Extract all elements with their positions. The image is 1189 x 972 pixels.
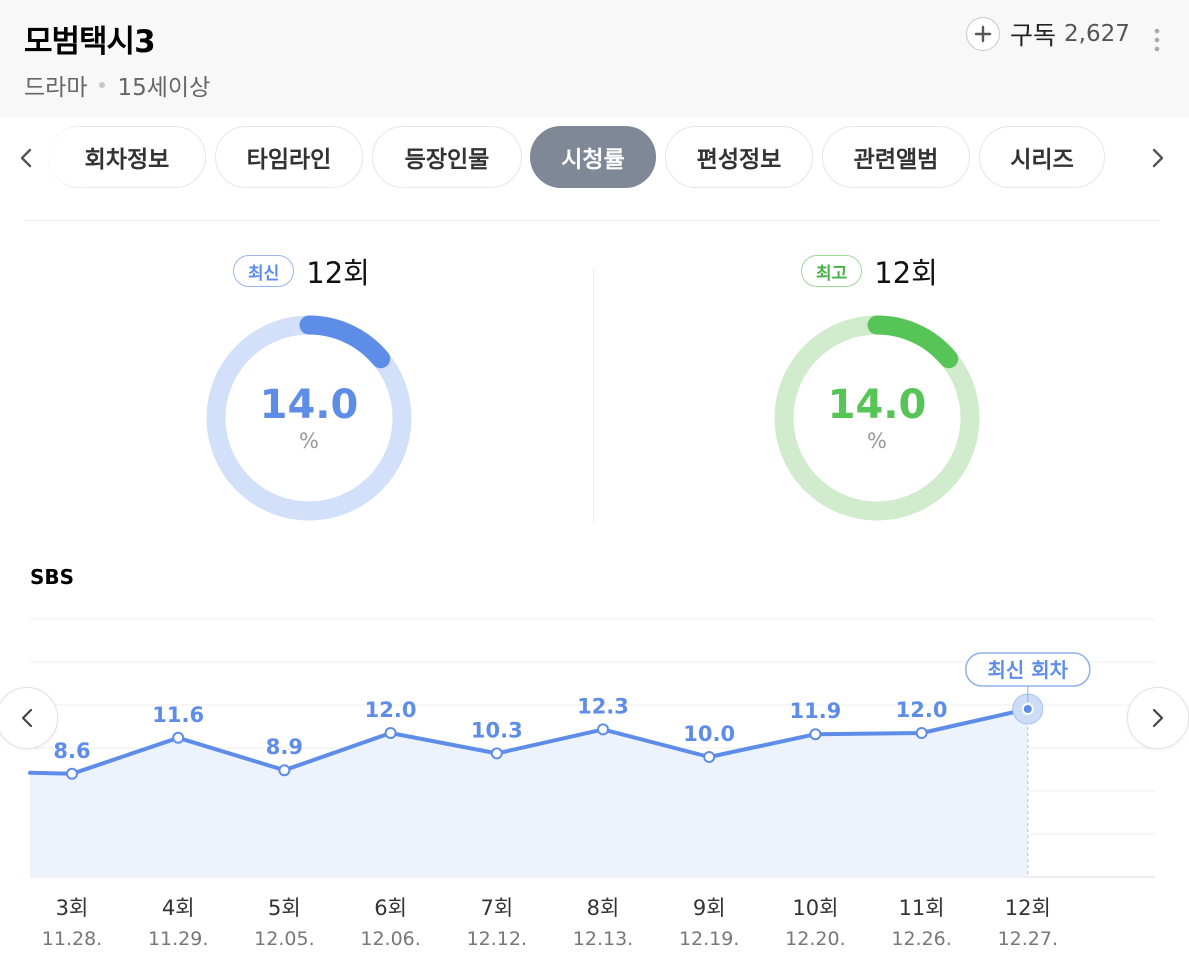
chart-next-button[interactable] (1127, 687, 1189, 749)
best-rating-ring: 14.0 % (773, 314, 981, 526)
data-label: 12.3 (577, 694, 629, 718)
plus-icon (974, 25, 992, 43)
chart-area (30, 709, 1028, 877)
latest-ring-svg (206, 315, 412, 521)
latest-rating-value: 14.0 (259, 382, 359, 428)
latest-rating-ring: 14.0 % (205, 314, 413, 526)
data-label: 8.9 (266, 735, 303, 759)
x-tick-date: 11.28. (42, 928, 102, 950)
x-tick-date: 12.19. (679, 928, 739, 950)
chart-prev-button[interactable] (0, 687, 58, 749)
data-point (1021, 703, 1034, 715)
x-tick-episode: 8회 (587, 896, 620, 920)
data-point (172, 731, 185, 744)
data-label: 12.0 (896, 698, 948, 722)
x-tick-date: 12.26. (891, 928, 951, 950)
subscriber-count: 2,627 (1064, 21, 1130, 47)
x-tick-date: 12.06. (360, 928, 420, 950)
latest-ring-center: 14.0 % (205, 314, 413, 522)
age-rating-label: 15세이상 (117, 75, 211, 101)
tab-characters[interactable]: 등장인물 (372, 126, 522, 188)
x-tick-episode: 4회 (162, 896, 195, 920)
x-tick-episode: 10회 (792, 896, 838, 920)
tab-ratings[interactable]: 시청률 (530, 126, 656, 188)
tab-schedule[interactable]: 편성정보 (665, 126, 813, 188)
best-rating-value: 14.0 (827, 382, 927, 428)
best-rating-unit: % (867, 429, 887, 453)
latest-rating-unit: % (299, 429, 319, 453)
data-point (278, 764, 291, 777)
x-tick-date: 12.12. (467, 928, 527, 950)
tab-bar: 회차정보 타임라인 등장인물 시청률 편성정보 관련앨범 시리즈 (0, 126, 1189, 190)
x-tick-episode: 3회 (56, 896, 89, 920)
x-tick-date: 11.29. (148, 928, 208, 950)
tabs-prev-button[interactable] (6, 138, 46, 178)
chevron-left-icon (20, 148, 32, 168)
data-point (703, 751, 716, 763)
data-label: 8.6 (53, 739, 90, 763)
data-point (597, 723, 609, 736)
chevron-right-icon (1152, 708, 1164, 728)
best-ring-progress (774, 315, 980, 521)
program-title: 모범택시3 (24, 24, 156, 60)
ratings-line-chart: 8.6 3회 11.28. 11.6 4회 11.29. 8.9 5회 12.05. 12.0 6회… (28, 618, 1155, 950)
subscribe-button[interactable] (966, 17, 1000, 51)
data-point (66, 767, 78, 780)
section-divider (24, 220, 1160, 221)
data-label: 10.3 (471, 718, 523, 742)
data-point (915, 727, 928, 739)
data-point (384, 727, 397, 739)
network-label: SBS (30, 565, 75, 589)
tab-series[interactable]: 시리즈 (979, 126, 1105, 188)
x-tick-episode: 5회 (268, 896, 301, 920)
data-label: 12.0 (365, 698, 417, 722)
x-tick-episode: 11회 (899, 896, 945, 920)
chevron-left-icon (21, 708, 33, 728)
x-tick-date: 12.05. (254, 928, 314, 950)
data-point (809, 728, 822, 741)
x-tick-date: 12.13. (573, 928, 633, 950)
latest-ring-progress (206, 315, 412, 521)
data-point (490, 747, 503, 760)
tab-related-albums[interactable]: 관련앨범 (822, 126, 970, 188)
x-tick-episode: 6회 (374, 896, 407, 920)
vertical-divider (593, 268, 594, 522)
subscribe-label[interactable]: 구독 (1010, 21, 1057, 50)
x-tick-episode: 7회 (480, 896, 513, 920)
chevron-right-icon (1152, 148, 1164, 168)
best-badge: 최고 (801, 255, 863, 287)
data-label: 11.6 (152, 703, 204, 727)
program-meta: 드라마 15세이상 (24, 68, 210, 102)
latest-badge: 최신 (233, 255, 295, 287)
annotation-bubble (965, 652, 1091, 687)
x-tick-date: 12.20. (785, 928, 845, 950)
subscribe-control: 구독 2,627 (966, 16, 1130, 52)
best-ring-center: 14.0 % (773, 314, 981, 522)
x-tick-episode: 9회 (693, 896, 726, 920)
best-episode: 12회 (874, 256, 938, 290)
best-rating-head: 최고 12회 (801, 250, 938, 292)
best-ring-svg (774, 315, 980, 521)
genre-label: 드라마 (24, 75, 88, 101)
tab-timeline[interactable]: 타임라인 (215, 126, 363, 188)
tab-fade (44, 126, 84, 190)
separator-dot (99, 82, 106, 88)
annotation-label: 최신 회차 (988, 658, 1069, 682)
more-options-icon[interactable] (1148, 26, 1166, 54)
x-tick-date: 12.27. (998, 928, 1058, 950)
latest-episode: 12회 (306, 256, 370, 290)
latest-rating-head: 최신 12회 (233, 250, 370, 292)
program-header: 모범택시3 드라마 15세이상 구독 2,627 (0, 0, 1189, 118)
data-label: 11.9 (789, 699, 841, 723)
data-label: 10.0 (683, 722, 735, 746)
tabs-next-button[interactable] (1138, 138, 1178, 178)
x-tick-episode: 12회 (1005, 896, 1051, 920)
